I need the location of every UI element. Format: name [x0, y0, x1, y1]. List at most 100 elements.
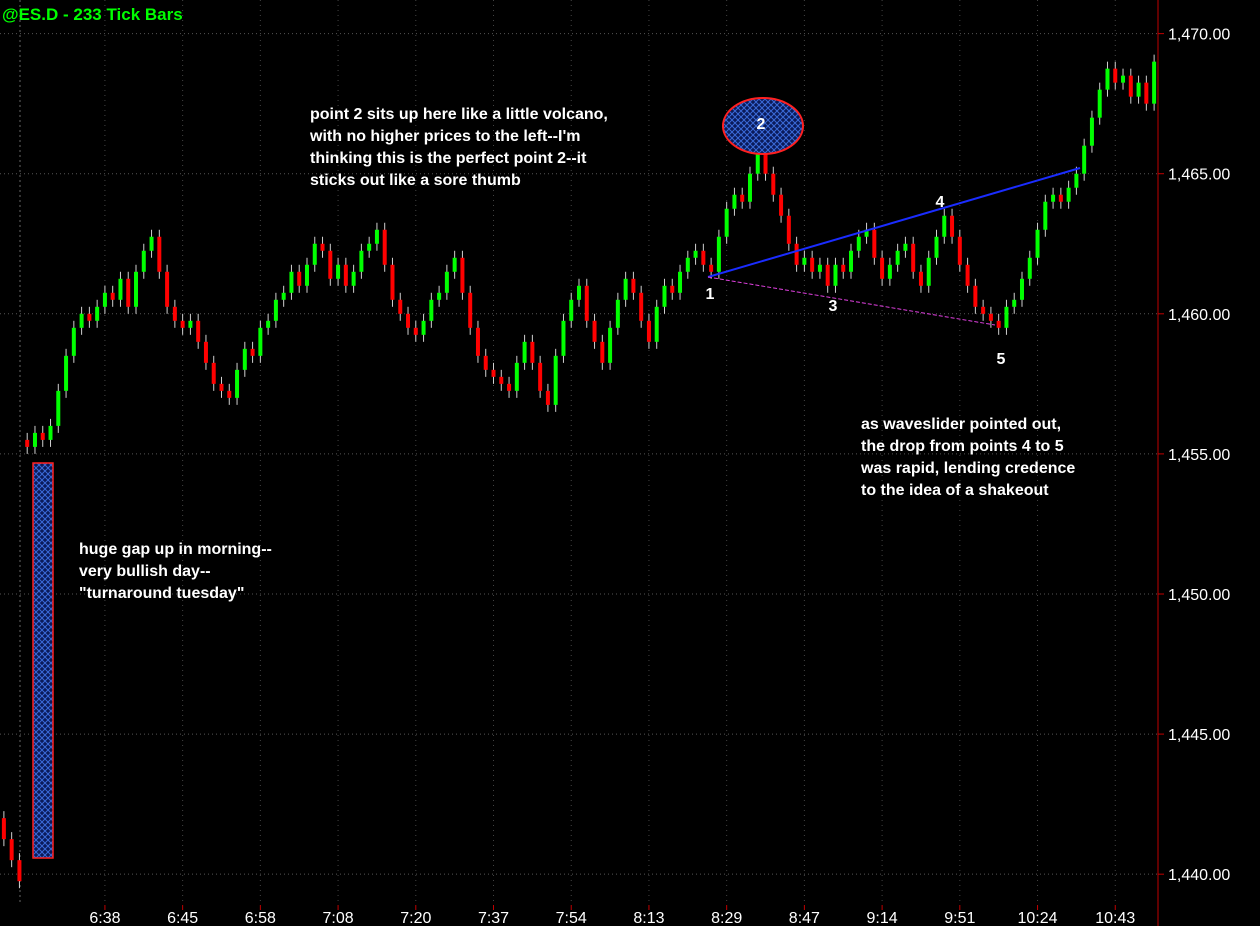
candle-body: [1136, 82, 1141, 97]
candle-body: [460, 257, 465, 293]
candle-body: [165, 271, 170, 307]
candle-body: [716, 236, 721, 272]
candle-body: [437, 292, 442, 300]
candle-body: [64, 355, 69, 391]
candle-body: [934, 236, 939, 258]
candle-body: [693, 250, 698, 258]
candle-body: [926, 257, 931, 286]
candle-body: [957, 236, 962, 265]
candle-body: [398, 299, 403, 314]
candle-body: [880, 257, 885, 279]
candle-body: [235, 369, 240, 398]
x-tick-label: 8:47: [789, 910, 820, 926]
x-tick-label: 6:45: [167, 910, 198, 926]
candle-body: [211, 362, 216, 384]
candle-body: [343, 264, 348, 286]
candle-body: [864, 229, 869, 237]
x-tick-label: 9:14: [867, 910, 898, 926]
y-tick-label: 1,440.00: [1168, 867, 1230, 884]
candle-body: [87, 313, 92, 321]
y-tick-label: 1,460.00: [1168, 307, 1230, 324]
candle-body: [390, 264, 395, 300]
candle-body: [561, 320, 566, 356]
candle-body: [483, 355, 488, 370]
candle-body: [918, 271, 923, 286]
candle-body: [631, 278, 636, 293]
candle-body: [779, 194, 784, 216]
candle-body: [40, 432, 45, 440]
candle-body: [281, 292, 286, 300]
x-tick-label: 6:58: [245, 910, 276, 926]
x-tick-label: 8:29: [711, 910, 742, 926]
candle-body: [468, 292, 473, 328]
candle-body: [988, 313, 993, 321]
candle-body: [25, 439, 30, 447]
candle-body: [856, 236, 861, 251]
candle-body: [1144, 82, 1149, 104]
candle-body: [289, 271, 294, 293]
candle-body: [996, 320, 1001, 328]
candle-body: [1152, 61, 1157, 104]
candle-body: [273, 299, 278, 321]
candle-body: [219, 383, 224, 391]
candle-body: [1121, 75, 1126, 83]
y-tick-label: 1,450.00: [1168, 587, 1230, 604]
candle-body: [134, 271, 139, 307]
candle-body: [786, 215, 791, 244]
candle-body: [118, 278, 123, 300]
candle-body: [196, 320, 201, 342]
annotation: "turnaround tuesday": [79, 585, 244, 602]
candle-body: [817, 264, 822, 272]
candle-body: [351, 271, 356, 286]
candle-body: [266, 320, 271, 328]
candle-body: [911, 243, 916, 272]
candle-body: [413, 327, 418, 335]
candle-body: [242, 348, 247, 370]
x-tick-label: 9:51: [944, 910, 975, 926]
candle-body: [678, 271, 683, 293]
candles: [1, 54, 1157, 889]
candle-body: [553, 355, 558, 405]
candle-body: [732, 194, 737, 209]
candle-body: [452, 257, 457, 272]
chart-title: @ES.D - 233 Tick Bars: [2, 5, 183, 24]
candle-body: [367, 243, 372, 251]
candle-body: [514, 362, 519, 391]
candle-body: [1128, 75, 1133, 97]
y-tick-label: 1,455.00: [1168, 447, 1230, 464]
point-label: 5: [997, 351, 1006, 368]
candle-body: [833, 264, 838, 286]
candle-body: [615, 299, 620, 328]
candle-body: [895, 250, 900, 265]
candle-body: [724, 208, 729, 237]
candle-body: [872, 229, 877, 258]
point-label: 4: [936, 194, 945, 211]
x-tick-label: 8:13: [633, 910, 664, 926]
candle-body: [499, 376, 504, 384]
candle-body: [584, 285, 589, 321]
candle-body: [522, 341, 527, 363]
candle-body: [794, 243, 799, 265]
x-tick-label: 10:43: [1095, 910, 1135, 926]
candle-body: [942, 215, 947, 237]
candle-body: [180, 320, 185, 328]
candle-body: [1, 818, 6, 840]
candle-body: [1066, 187, 1071, 202]
point-label: 3: [829, 298, 838, 315]
annotation: was rapid, lending credence: [860, 460, 1075, 477]
candle-body: [849, 250, 854, 272]
candle-body: [608, 327, 613, 363]
x-tick-label: 7:08: [323, 910, 354, 926]
candle-body: [903, 243, 908, 251]
candle-body: [646, 320, 651, 342]
candle-body: [662, 285, 667, 307]
candle-body: [1027, 257, 1032, 279]
point2-ellipse: [722, 97, 804, 155]
candle-body: [950, 215, 955, 237]
candle-body: [172, 306, 177, 321]
candle-body: [569, 299, 574, 321]
candle-body: [157, 236, 162, 272]
